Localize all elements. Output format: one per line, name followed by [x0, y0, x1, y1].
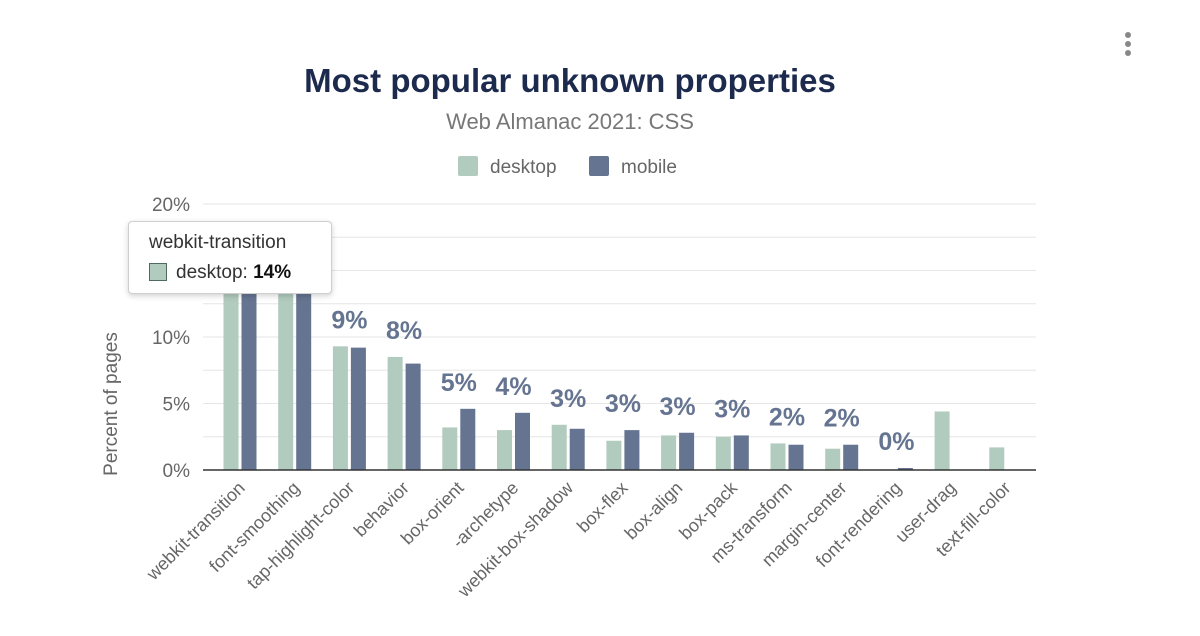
tooltip-row: desktop: 14%: [149, 262, 291, 284]
bar-mobile--archetype[interactable]: [515, 412, 530, 470]
more-vertical-icon-dot: [1125, 41, 1131, 47]
bar-desktop-behavior[interactable]: [387, 356, 403, 470]
y-axis-ticks: 0% 5% 10% 20%: [152, 195, 190, 482]
bar-mobile-font-rendering[interactable]: [897, 468, 913, 470]
bar-desktop-tap-highlight-color[interactable]: [332, 346, 348, 470]
bar-desktop-box-pack[interactable]: [715, 436, 731, 470]
bar-mobile-box-pack[interactable]: [733, 435, 749, 470]
bar-mobile-webkit-box-shadow[interactable]: [569, 428, 585, 470]
tooltip-category: webkit-transition: [149, 232, 287, 253]
bar-mobile-webkit-transition[interactable]: [241, 282, 257, 470]
data-label--archetype: 4%: [495, 373, 531, 401]
bar-desktop-box-align[interactable]: [661, 435, 677, 470]
legend-label-desktop: desktop: [490, 157, 557, 178]
bar-mobile-tap-highlight-color[interactable]: [350, 347, 366, 470]
bar-desktop--archetype[interactable]: [497, 430, 512, 470]
legend-swatch-desktop: [458, 156, 478, 176]
bar-desktop-margin-center[interactable]: [825, 448, 841, 470]
bar-mobile-box-flex[interactable]: [624, 430, 640, 470]
bar-desktop-text-fill-color[interactable]: [989, 447, 1005, 470]
data-label-behavior: 8%: [386, 317, 422, 345]
tooltip-series: desktop: [176, 262, 243, 283]
data-labels: 9% 8% 5% 4% 3% 3% 3% 3% 2% 2% 0%: [331, 306, 914, 456]
legend-item-mobile[interactable]: mobile: [589, 156, 677, 178]
bars: [223, 282, 1005, 471]
x-tick-label: webkit-transition: [142, 478, 249, 585]
legend-item-desktop[interactable]: desktop: [458, 156, 557, 178]
data-label-ms-transform: 2%: [769, 403, 805, 431]
y-tick-label: 5%: [163, 395, 191, 416]
tooltip-value: 14%: [253, 262, 292, 283]
bar-mobile-behavior[interactable]: [405, 363, 421, 470]
bar-desktop-webkit-box-shadow[interactable]: [551, 424, 567, 470]
legend: desktop mobile: [458, 156, 677, 178]
bar-mobile-box-align[interactable]: [679, 432, 695, 470]
y-tick-label: 20%: [152, 195, 190, 216]
bar-desktop-user-drag[interactable]: [934, 411, 950, 470]
x-tick-label: tap-highlight-color: [243, 478, 358, 593]
bar-mobile-margin-center[interactable]: [843, 444, 859, 470]
more-vertical-icon: [1125, 32, 1131, 38]
bar-desktop-font-smoothing[interactable]: [278, 283, 294, 470]
tooltip-swatch: [149, 263, 167, 281]
bar-desktop-box-orient[interactable]: [442, 427, 458, 470]
x-axis-ticks: webkit-transitionfont-smoothingtap-highl…: [142, 477, 1015, 602]
chart-title: Most popular unknown properties: [304, 62, 836, 99]
y-axis-label: Percent of pages: [101, 332, 122, 476]
legend-swatch-mobile: [589, 156, 609, 176]
data-label-tap-highlight-color: 9%: [331, 306, 367, 334]
data-label-webkit-box-shadow: 3%: [550, 385, 586, 413]
legend-label-mobile: mobile: [621, 157, 677, 178]
bar-desktop-ms-transform[interactable]: [770, 443, 786, 470]
bar-desktop-box-flex[interactable]: [606, 440, 622, 470]
data-label-font-rendering: 0%: [878, 428, 914, 456]
chart-subtitle: Web Almanac 2021: CSS: [446, 109, 694, 134]
chart-tooltip: webkit-transition desktop: 14%: [128, 221, 332, 294]
bar-mobile-font-smoothing[interactable]: [296, 282, 312, 470]
more-vertical-icon-dot: [1125, 50, 1131, 56]
bar-mobile-ms-transform[interactable]: [788, 444, 804, 470]
y-tick-label: 0%: [163, 461, 191, 482]
x-tick-label: box-align: [621, 478, 687, 544]
data-label-box-pack: 3%: [714, 395, 750, 423]
y-tick-label: 10%: [152, 328, 190, 349]
chart-menu-button[interactable]: [1116, 28, 1140, 60]
data-label-box-orient: 5%: [441, 369, 477, 397]
bar-desktop-webkit-transition[interactable]: [223, 283, 239, 470]
data-label-margin-center: 2%: [824, 405, 860, 433]
data-label-box-align: 3%: [660, 393, 696, 421]
bar-mobile-box-orient[interactable]: [460, 408, 476, 470]
data-label-box-flex: 3%: [605, 390, 641, 418]
